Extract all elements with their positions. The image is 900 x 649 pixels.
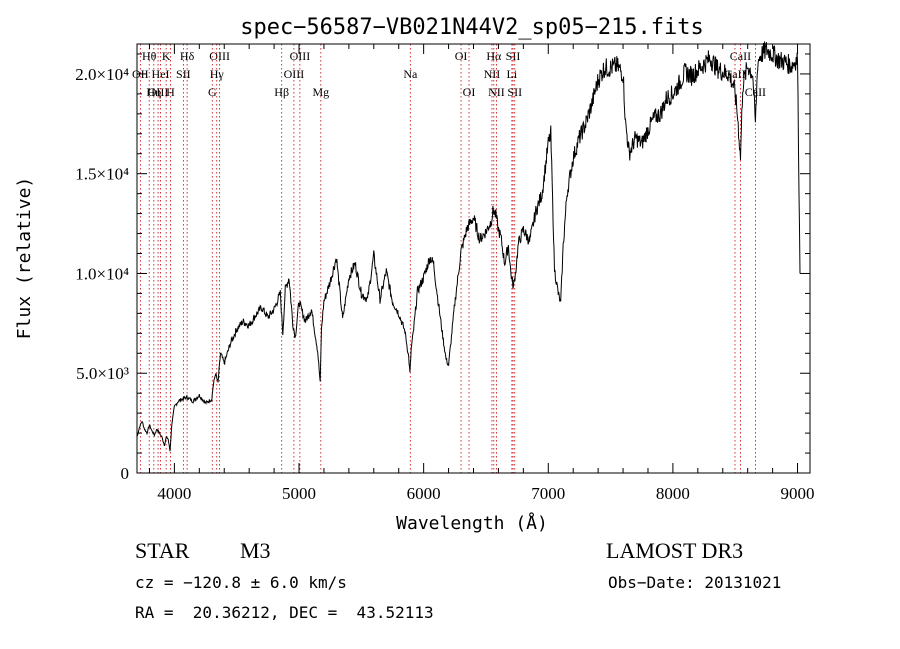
line-label-23: Li	[507, 67, 518, 81]
x-tick-label: 6000	[407, 484, 441, 503]
redshift-cz: cz = −120.8 ± 6.0 km/s	[135, 573, 347, 592]
line-label-25: CaII	[730, 49, 751, 63]
y-tick-label: 0	[121, 464, 130, 483]
line-label-0: Hθ	[142, 49, 157, 63]
y-tick-label: 1.5×10⁴	[75, 165, 129, 184]
line-label-15: Mg	[312, 85, 329, 99]
line-label-27: CaII	[745, 85, 766, 99]
line-label-24: SII	[507, 85, 522, 99]
line-label-18: OI	[463, 85, 476, 99]
y-tick-label: 2.0×10⁴	[75, 65, 129, 84]
line-label-4: HeI	[152, 67, 170, 81]
object-subclass: M3	[240, 538, 271, 563]
line-label-12: OIII	[290, 49, 311, 63]
line-label-8: Hδ	[180, 49, 195, 63]
line-label-16: Na	[403, 67, 418, 81]
line-label-9: OIII	[209, 49, 230, 63]
line-label-6: SII	[176, 67, 191, 81]
plot-frame	[136, 43, 811, 474]
object-class: STAR	[135, 538, 190, 563]
ra-dec-coordinates: RA = 20.36212, DEC = 43.52113	[135, 603, 434, 622]
x-tick-label: 9000	[781, 484, 815, 503]
line-label-20: NII	[484, 67, 501, 81]
x-tick-label: 8000	[656, 484, 690, 503]
line-label-17: OI	[455, 49, 468, 63]
line-label-5: Hη	[146, 85, 161, 99]
line-label-2: OIII	[148, 85, 169, 99]
observation-date: Obs−Date: 20131021	[608, 573, 782, 592]
x-tick-label: 4000	[157, 484, 191, 503]
x-tick-label: 7000	[531, 484, 565, 503]
spectrum-line	[136, 41, 801, 452]
x-axis-label: Wavelength (Å)	[396, 512, 548, 534]
x-tick-label: 5000	[282, 484, 316, 503]
y-axis-label: Flux (relative)	[14, 177, 35, 340]
line-label-11: G	[208, 85, 217, 99]
axis-ticks: 4000 5000 6000 7000 8000 9000 0 5.0×10³ 1.0×10⁴ 1…	[75, 44, 815, 503]
line-label-7: H	[166, 85, 175, 99]
spectrum-series	[136, 41, 801, 452]
line-label-21: NII	[488, 85, 505, 99]
y-tick-label: 5.0×10³	[76, 364, 129, 383]
line-label-14: Hβ	[274, 85, 289, 99]
chart-title: spec−56587−VB021N44V2_sp05−215.fits	[240, 15, 704, 40]
line-label-3: K	[162, 49, 171, 63]
line-label-22: SII	[506, 49, 521, 63]
line-label-19: Hα	[486, 49, 502, 63]
y-tick-label: 1.0×10⁴	[75, 264, 129, 283]
survey-name: LAMOST DR3	[606, 538, 744, 563]
line-label-13: OIII	[284, 67, 305, 81]
line-label-10: Hγ	[210, 67, 225, 81]
